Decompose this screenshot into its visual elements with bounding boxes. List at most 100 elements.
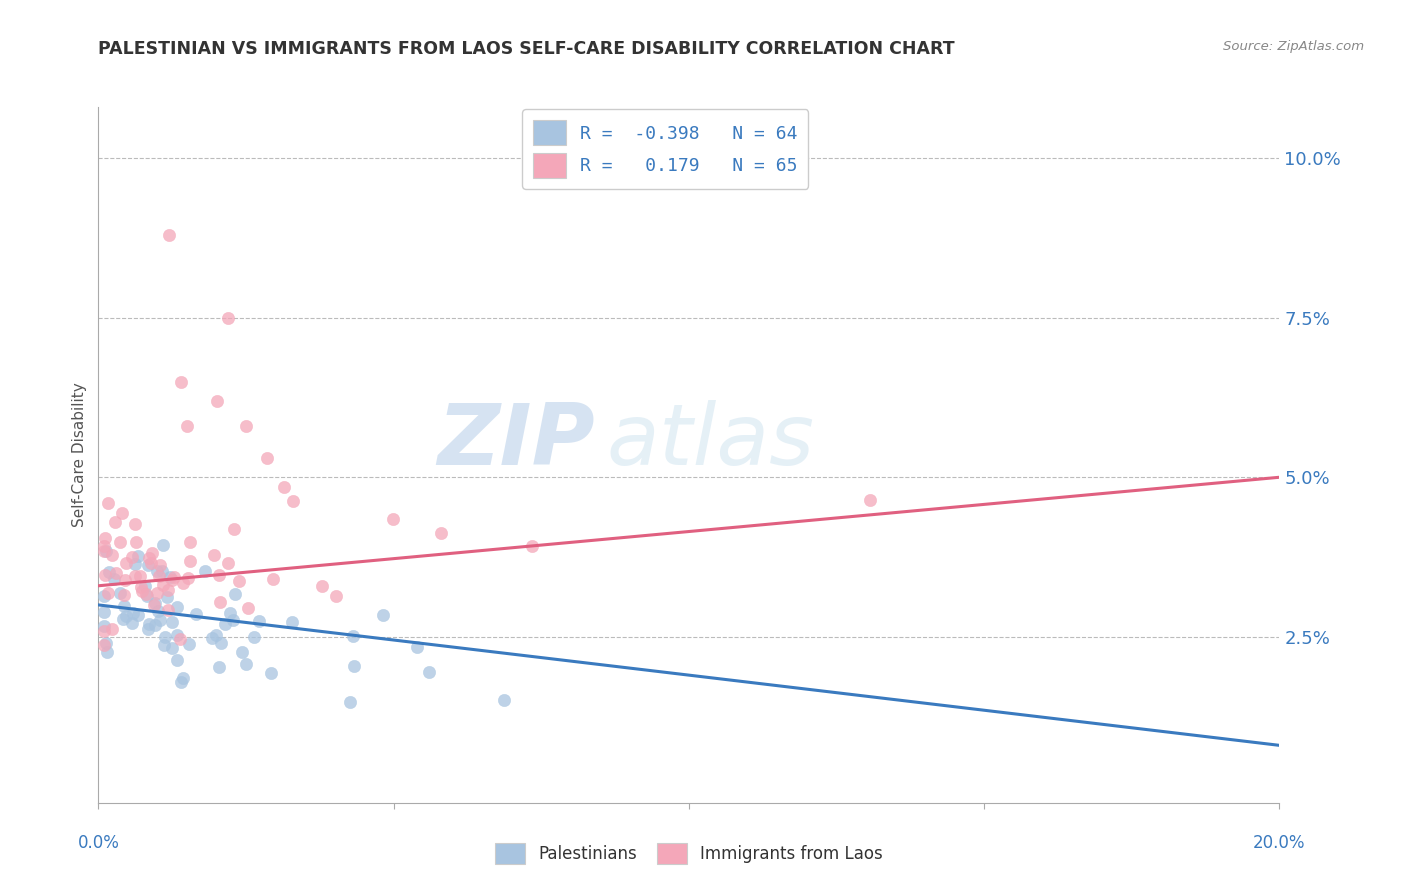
Text: Source: ZipAtlas.com: Source: ZipAtlas.com [1223, 40, 1364, 54]
Point [202, 548, 225, 562]
Point [235, 419, 257, 434]
Point [166, 628, 188, 642]
Point [121, 549, 143, 564]
Point [156, 583, 179, 598]
Point [217, 556, 239, 570]
Point [406, 640, 429, 654]
Point [115, 608, 138, 623]
Point [342, 629, 364, 643]
Point [145, 618, 167, 632]
Point [94, 567, 117, 582]
Point [222, 613, 245, 627]
Point [111, 506, 134, 520]
Point [157, 227, 180, 242]
Point [135, 587, 157, 601]
Point [103, 572, 125, 586]
Point [145, 564, 167, 578]
Point [228, 574, 250, 589]
Point [93, 540, 115, 554]
Point [162, 615, 184, 630]
Point [124, 557, 146, 571]
Point [97, 586, 120, 600]
Point [176, 419, 198, 434]
Point [129, 568, 152, 582]
Point [343, 659, 366, 673]
Point [108, 535, 131, 549]
Point [141, 546, 163, 560]
Point [121, 606, 143, 620]
Y-axis label: Self-Care Disability: Self-Care Disability [72, 383, 87, 527]
Point [149, 558, 172, 572]
Text: 20.0%: 20.0% [1253, 834, 1306, 852]
Point [208, 660, 231, 674]
Point [101, 548, 124, 562]
Point [94, 636, 117, 650]
Point [152, 638, 174, 652]
Point [371, 607, 394, 622]
Point [93, 589, 115, 603]
Point [172, 575, 194, 590]
Point [170, 375, 193, 389]
Text: ZIP: ZIP [437, 400, 595, 483]
Point [159, 570, 181, 584]
Point [214, 617, 236, 632]
Point [141, 556, 163, 570]
Point [156, 590, 179, 604]
Point [169, 674, 191, 689]
Point [93, 544, 115, 558]
Point [152, 578, 174, 592]
Point [224, 587, 246, 601]
Text: 0.0%: 0.0% [77, 834, 120, 852]
Point [218, 606, 240, 620]
Point [93, 619, 115, 633]
Point [136, 558, 159, 573]
Point [430, 526, 453, 541]
Point [129, 580, 152, 594]
Point [121, 616, 143, 631]
Point [125, 534, 148, 549]
Point [105, 566, 128, 580]
Point [146, 586, 169, 600]
Point [155, 630, 177, 644]
Point [131, 583, 153, 598]
Point [97, 496, 120, 510]
Point [111, 611, 134, 625]
Point [235, 657, 257, 671]
Point [146, 604, 169, 618]
Point [166, 653, 188, 667]
Point [124, 516, 146, 531]
Point [162, 573, 184, 587]
Point [262, 572, 284, 586]
Point [243, 630, 266, 644]
Point [96, 644, 118, 658]
Point [101, 623, 124, 637]
Point [177, 637, 200, 651]
Point [281, 493, 304, 508]
Point [209, 636, 232, 650]
Text: atlas: atlas [606, 400, 814, 483]
Point [208, 595, 231, 609]
Point [859, 493, 882, 508]
Point [169, 632, 191, 646]
Legend: Palestinians, Immigrants from Laos: Palestinians, Immigrants from Laos [488, 837, 890, 871]
Point [208, 568, 231, 582]
Point [273, 480, 295, 494]
Point [160, 640, 183, 655]
Point [124, 569, 146, 583]
Point [94, 531, 117, 545]
Point [112, 599, 135, 613]
Point [149, 613, 172, 627]
Point [325, 590, 347, 604]
Point [134, 579, 156, 593]
Point [163, 569, 186, 583]
Point [281, 615, 304, 630]
Point [311, 579, 333, 593]
Point [148, 569, 170, 583]
Point [339, 695, 361, 709]
Point [93, 605, 115, 619]
Point [217, 310, 239, 325]
Point [127, 607, 149, 622]
Point [176, 571, 198, 585]
Point [143, 596, 166, 610]
Point [152, 538, 174, 552]
